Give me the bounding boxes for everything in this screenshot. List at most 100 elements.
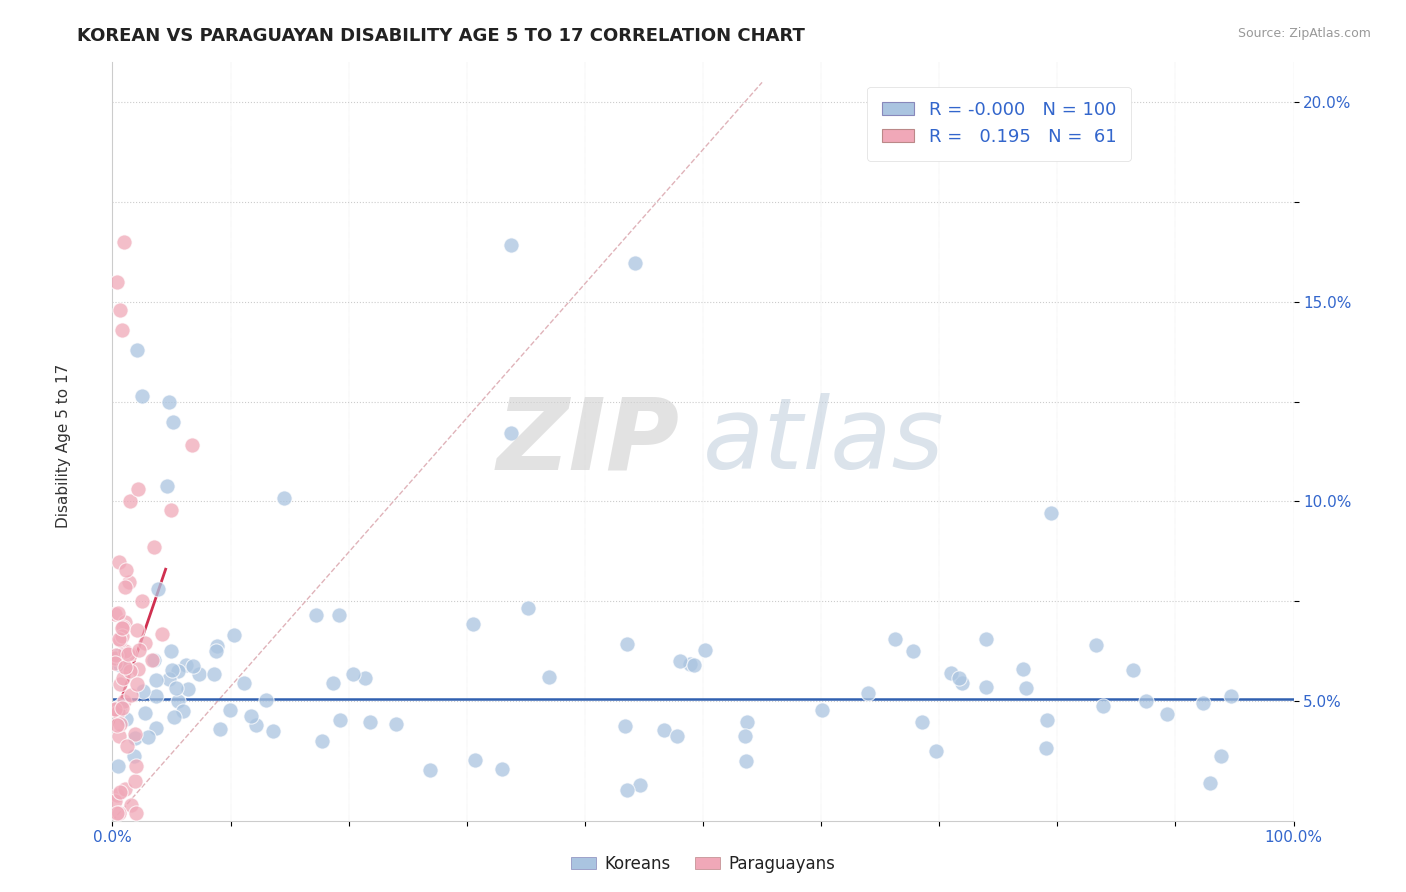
Point bbox=[136, 731, 159, 745]
Point bbox=[107, 789, 129, 803]
Point bbox=[117, 647, 139, 661]
Point bbox=[111, 323, 134, 337]
Point bbox=[342, 667, 364, 681]
Point bbox=[322, 675, 344, 690]
Text: atlas: atlas bbox=[703, 393, 945, 490]
Point bbox=[652, 723, 675, 738]
Point bbox=[124, 773, 146, 788]
Point bbox=[683, 658, 706, 673]
Point bbox=[901, 644, 924, 658]
Point bbox=[114, 615, 136, 629]
Point bbox=[176, 682, 198, 697]
Point bbox=[108, 729, 131, 743]
Point bbox=[811, 703, 834, 717]
Point bbox=[329, 713, 352, 727]
Point bbox=[180, 438, 202, 452]
Point bbox=[128, 643, 150, 657]
Point bbox=[172, 704, 194, 718]
Point bbox=[107, 759, 129, 773]
Point bbox=[1220, 690, 1243, 704]
Point bbox=[1092, 699, 1115, 714]
Point bbox=[111, 629, 134, 643]
Point bbox=[105, 275, 128, 289]
Point bbox=[167, 693, 190, 707]
Point bbox=[125, 805, 148, 820]
Point bbox=[1035, 713, 1057, 727]
Text: ZIP: ZIP bbox=[496, 393, 679, 490]
Point bbox=[141, 653, 163, 667]
Point bbox=[108, 657, 131, 672]
Point bbox=[127, 343, 149, 358]
Point bbox=[114, 660, 136, 674]
Point bbox=[628, 778, 651, 792]
Point bbox=[328, 607, 350, 622]
Point bbox=[1135, 694, 1157, 708]
Point bbox=[160, 663, 183, 677]
Point bbox=[150, 627, 173, 641]
Point bbox=[118, 574, 141, 589]
Point bbox=[111, 671, 134, 685]
Point bbox=[616, 783, 638, 797]
Point bbox=[146, 582, 169, 596]
Point bbox=[142, 652, 165, 666]
Point bbox=[127, 677, 149, 691]
Point bbox=[108, 302, 131, 317]
Point bbox=[104, 607, 127, 622]
Point bbox=[304, 607, 326, 622]
Point bbox=[107, 705, 129, 719]
Point bbox=[115, 712, 138, 726]
Point bbox=[132, 683, 155, 698]
Point bbox=[499, 238, 522, 252]
Legend: R = -0.000   N = 100, R =   0.195   N =  61: R = -0.000 N = 100, R = 0.195 N = 61 bbox=[868, 87, 1130, 161]
Point bbox=[108, 632, 131, 646]
Point bbox=[145, 673, 167, 687]
Point bbox=[112, 235, 135, 249]
Point bbox=[939, 666, 962, 681]
Point bbox=[165, 681, 187, 695]
Point bbox=[976, 632, 998, 647]
Point bbox=[159, 394, 181, 409]
Point bbox=[105, 648, 128, 662]
Point bbox=[131, 594, 153, 608]
Point bbox=[134, 636, 156, 650]
Point bbox=[114, 781, 136, 796]
Point bbox=[162, 415, 184, 429]
Point bbox=[616, 637, 638, 651]
Point bbox=[516, 600, 538, 615]
Point bbox=[669, 654, 692, 668]
Point bbox=[104, 702, 127, 716]
Point bbox=[120, 688, 142, 702]
Point bbox=[108, 699, 131, 714]
Point bbox=[115, 563, 138, 577]
Point bbox=[134, 706, 156, 721]
Point bbox=[734, 729, 756, 743]
Point bbox=[114, 644, 136, 658]
Point bbox=[159, 644, 181, 658]
Point bbox=[614, 719, 637, 733]
Point bbox=[464, 753, 486, 767]
Point bbox=[1156, 707, 1178, 722]
Point bbox=[115, 739, 138, 753]
Legend: Koreans, Paraguayans: Koreans, Paraguayans bbox=[564, 848, 842, 880]
Point bbox=[112, 658, 135, 673]
Point bbox=[232, 675, 254, 690]
Point bbox=[108, 785, 131, 799]
Point bbox=[1015, 681, 1038, 695]
Point bbox=[156, 478, 179, 492]
Point bbox=[124, 731, 146, 746]
Point bbox=[910, 714, 932, 729]
Point bbox=[311, 734, 333, 748]
Point bbox=[419, 764, 441, 778]
Point bbox=[273, 491, 295, 505]
Point bbox=[125, 759, 148, 773]
Point bbox=[107, 606, 129, 620]
Point bbox=[950, 676, 973, 690]
Point bbox=[122, 749, 145, 764]
Point bbox=[239, 708, 262, 723]
Point bbox=[461, 616, 484, 631]
Point bbox=[737, 715, 759, 730]
Point bbox=[174, 657, 197, 672]
Point bbox=[160, 503, 183, 517]
Point bbox=[104, 656, 127, 670]
Point bbox=[205, 640, 228, 654]
